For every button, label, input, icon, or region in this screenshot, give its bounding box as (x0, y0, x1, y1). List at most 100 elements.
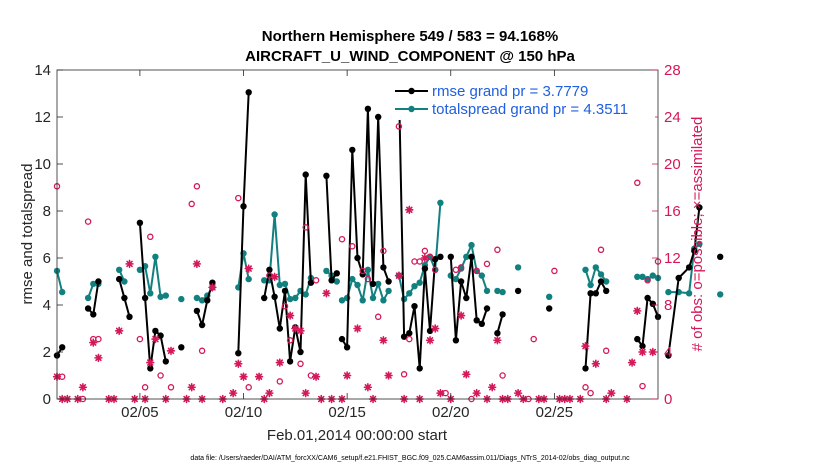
obs-possible-marker (245, 384, 252, 391)
spread-point (84, 294, 92, 302)
rmse-point (463, 294, 470, 302)
rmse-point (717, 253, 724, 260)
spread-point (483, 287, 491, 295)
spread-point (597, 271, 605, 278)
rmse-point (592, 290, 599, 297)
obs-assimilated-marker (94, 353, 103, 363)
data-file-footer: data file: /Users/raeder/DAI/ATM_forcXX/… (190, 455, 630, 462)
obs-assimilated-marker (146, 358, 155, 367)
obs-possible-marker (286, 337, 294, 344)
obs-possible-marker (84, 218, 92, 225)
rmse-point (121, 294, 128, 302)
rmse-point (483, 305, 491, 312)
spread-point (245, 275, 252, 283)
rmse-point (261, 294, 268, 302)
rmse-point (245, 89, 252, 96)
obs-assimilated-marker (151, 334, 160, 344)
rmse-point (302, 171, 309, 178)
obs-possible-marker (494, 246, 501, 254)
rmse-point (116, 275, 123, 283)
obs-possible-marker (266, 272, 273, 279)
obs-assimilated-marker (275, 358, 284, 367)
obs-possible-marker (499, 372, 506, 379)
obs-possible-marker (374, 313, 382, 321)
rmse-point (380, 264, 387, 271)
obs-assimilated-marker (301, 388, 310, 398)
y-tick-label: 12 (34, 109, 51, 126)
spread-point (147, 290, 154, 297)
spread-point (717, 291, 724, 298)
rmse-point (198, 321, 206, 329)
y2-tick-label: 28 (664, 62, 681, 79)
obs-assimilated-marker (420, 253, 430, 263)
obs-assimilated-marker (436, 388, 445, 398)
rmse-point (147, 365, 154, 372)
y-tick-label: 4 (43, 297, 51, 314)
rmse-point (307, 279, 315, 286)
obs-possible-marker (639, 382, 646, 390)
spread-point (354, 281, 361, 289)
obs-assimilated-marker (208, 283, 217, 292)
rmse-point (416, 365, 423, 372)
legend-rmse-label: rmse grand pr = 3.7779 (432, 83, 588, 100)
obs-possible-marker (644, 277, 651, 284)
obs-assimilated-marker (291, 324, 300, 333)
obs-possible-marker (364, 275, 372, 283)
legend-spread-marker (408, 105, 415, 113)
rmse-point (426, 327, 434, 335)
spread-point (582, 266, 589, 273)
spread-point (281, 280, 289, 288)
spread-point (494, 287, 501, 295)
obs-assimilated-marker (78, 383, 88, 392)
rmse-point (240, 203, 247, 210)
obs-possible-marker (421, 247, 429, 255)
obs-assimilated-marker (456, 311, 466, 320)
spread-point (587, 281, 594, 289)
obs-possible-marker (380, 247, 387, 255)
legend-box (393, 76, 655, 120)
spread-point (416, 279, 423, 286)
y-axis-label: rmse and totalspread (19, 164, 36, 305)
rmse-point (421, 265, 429, 272)
chart-title-line2: AIRCRAFT_U_WIND_COMPONENT @ 150 hPa (245, 48, 575, 65)
rmse-point (452, 337, 460, 344)
spread-point (375, 280, 382, 288)
obs-possible-marker (602, 347, 610, 355)
rmse-point (473, 317, 480, 324)
spread-point (685, 290, 693, 297)
rmse-point (375, 113, 382, 121)
obs-possible-marker (147, 233, 154, 241)
obs-possible-marker (431, 266, 439, 274)
spread-point (178, 295, 185, 303)
rmse-point (354, 254, 361, 262)
rmse-point (587, 290, 594, 297)
obs-assimilated-marker (394, 271, 404, 280)
spread-point (514, 264, 522, 271)
spread-point (157, 293, 164, 300)
spread-point (634, 273, 641, 280)
x-tick-label: 02/15 (328, 404, 366, 421)
obs-possible-marker (198, 347, 206, 355)
rmse-point (333, 270, 340, 277)
rmse-point (400, 333, 408, 340)
obs-possible-marker (338, 235, 346, 243)
rmse-point (193, 307, 201, 315)
obs-possible-marker (416, 258, 423, 265)
obs-possible-marker (235, 194, 242, 202)
obs-possible-marker (307, 372, 315, 379)
spread-point (380, 297, 387, 304)
obs-assimilated-marker (591, 359, 601, 368)
rmse-point (494, 330, 501, 337)
x-tick-label: 02/10 (225, 404, 263, 421)
spread-point (385, 287, 392, 295)
y-tick-label: 6 (43, 250, 51, 267)
obs-assimilated-marker (627, 358, 637, 367)
rmse-point (665, 352, 672, 359)
rmse-line-segment (138, 222, 167, 370)
plot-area (57, 70, 658, 399)
rmse-point (157, 332, 164, 339)
obs-possible-marker (302, 224, 309, 231)
rmse-point (691, 247, 698, 255)
obs-possible-marker (188, 200, 195, 208)
obs-possible-marker (297, 360, 304, 368)
